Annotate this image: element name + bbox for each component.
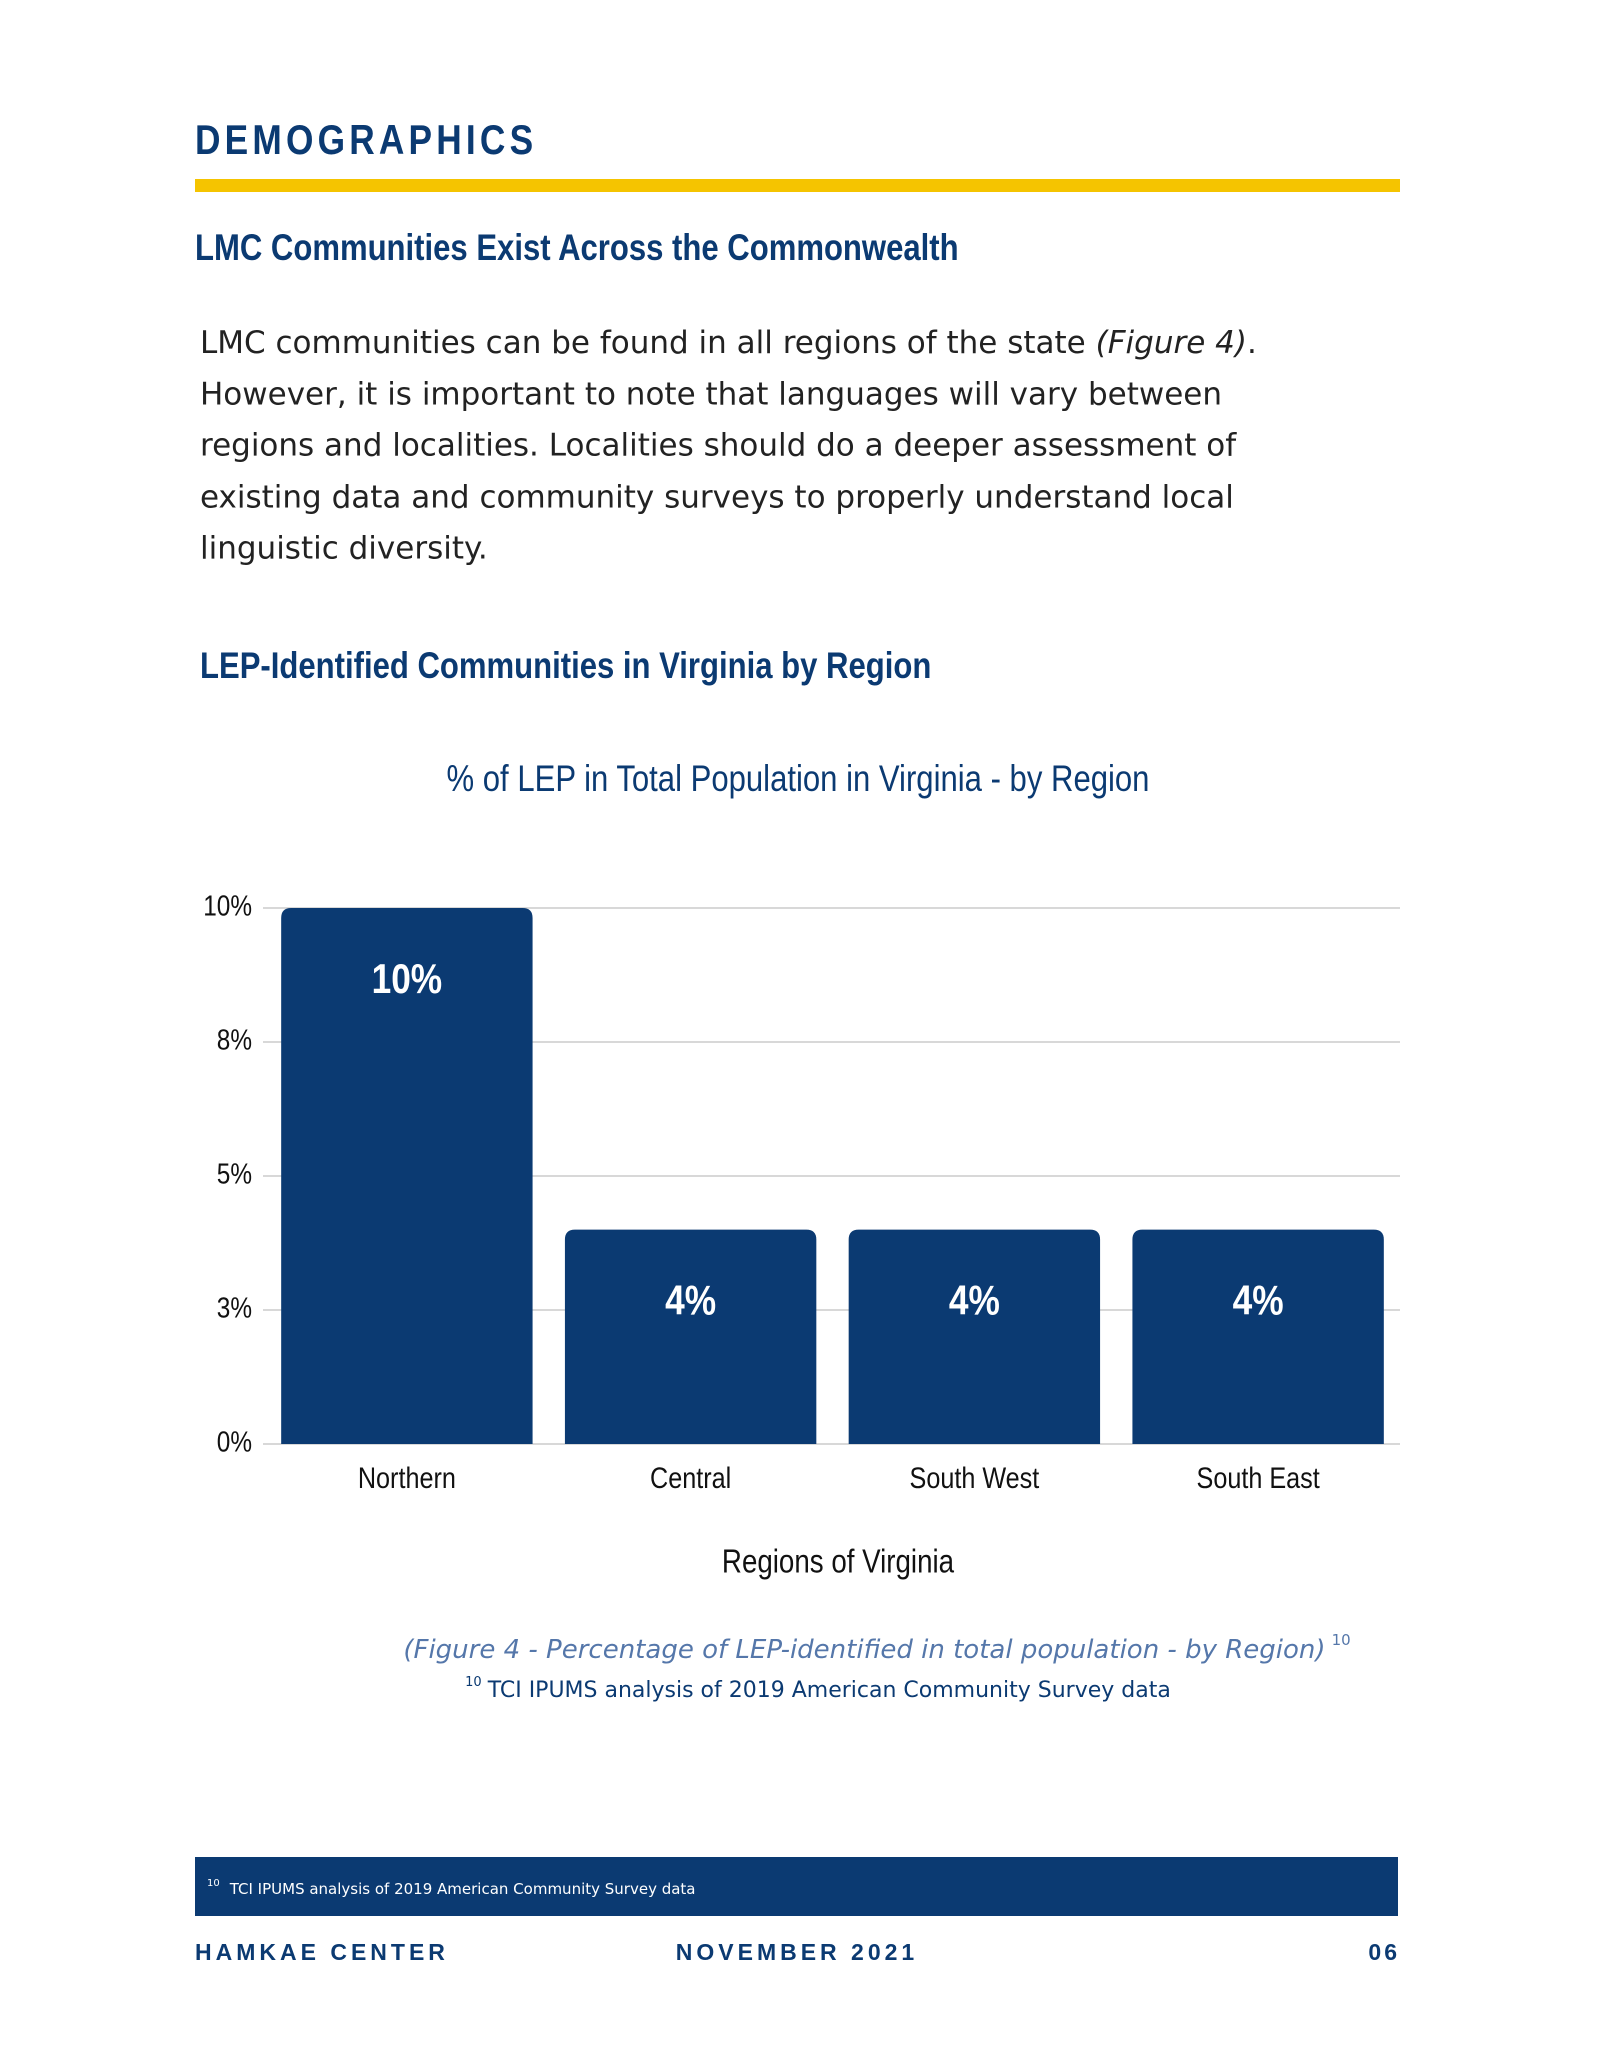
bar: [1132, 1229, 1384, 1444]
value-label: 10%: [372, 956, 443, 1003]
source: 10 TCI IPUMS analysis of 2019 American Co…: [465, 1675, 1171, 1704]
subtitle: LMC Communities Exist Across the Commonw…: [195, 227, 959, 268]
footer-left: HAMKAE CENTER: [195, 1939, 449, 1965]
source-text: TCI IPUMS analysis of 2019 American Comm…: [487, 1678, 1171, 1703]
figure-caption: (Figure 4 - Percentage of LEP-identified…: [403, 1631, 1350, 1665]
text: LMC communities can be found in all regi…: [200, 325, 1096, 361]
chart-heading: LEP-Identified Communities in Virginia b…: [200, 645, 931, 686]
bar: [848, 1229, 1101, 1444]
y-tick-label: 5%: [217, 1158, 252, 1190]
y-tick-label: 0%: [217, 1426, 252, 1458]
source-note: 10: [465, 1675, 482, 1690]
value-label: 4%: [1233, 1278, 1284, 1325]
paragraph-line: existing data and community surveys to p…: [200, 480, 1234, 516]
footer-right: 06: [1368, 1939, 1400, 1965]
y-tick-label: 8%: [217, 1024, 252, 1056]
paragraph-line: However, it is important to note that la…: [200, 377, 1222, 413]
footnote: 10 TCI IPUMS analysis of 2019 American Co…: [207, 1878, 696, 1898]
figure-ref: (Figure 4): [1096, 325, 1247, 361]
caption-text: (Figure 4 - Percentage of LEP-identified…: [403, 1635, 1325, 1665]
footer-center: NOVEMBER 2021: [676, 1939, 918, 1965]
x-tick-label: South West: [910, 1461, 1040, 1495]
value-label: 4%: [665, 1278, 716, 1325]
bar: [564, 1229, 817, 1444]
footnote-note: 10: [207, 1878, 220, 1889]
bar: [281, 908, 533, 1444]
text: .: [1247, 325, 1257, 361]
paragraph-line: LMC communities can be found in all regi…: [200, 325, 1257, 361]
x-tick-label: Northern: [358, 1461, 456, 1495]
y-tick-label: 3%: [217, 1292, 252, 1324]
y-tick-label: 10%: [203, 890, 252, 922]
footnote-text: TCI IPUMS analysis of 2019 American Comm…: [229, 1880, 696, 1898]
caption-note: 10: [1332, 1631, 1351, 1649]
accent-rule: [195, 179, 1400, 192]
section-title: DEMOGRAPHICS: [195, 117, 537, 164]
chart-title: % of LEP in Total Population in Virginia…: [447, 758, 1150, 799]
x-tick-label: Central: [650, 1461, 731, 1495]
value-label: 4%: [949, 1278, 1000, 1325]
paragraph-line: linguistic diversity.: [200, 531, 488, 567]
paragraph-line: regions and localities. Localities shoul…: [200, 428, 1237, 464]
x-axis-label: Regions of Virginia: [722, 1543, 954, 1580]
x-tick-label: South East: [1197, 1461, 1320, 1495]
footnote-bar: [195, 1857, 1398, 1916]
